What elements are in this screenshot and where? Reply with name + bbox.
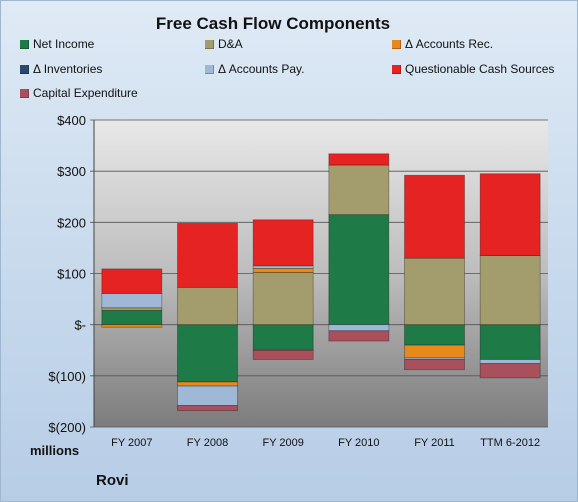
x-tick-label: FY 2007 [111,437,152,449]
bar-segment [328,324,390,332]
bar-segment [328,214,390,326]
legend-swatch [205,40,214,49]
bar-segment [252,219,314,267]
bar-segment [404,324,465,346]
legend-swatch [205,65,214,74]
y-tick-label: $(100) [48,369,86,384]
bar-segment [177,286,238,326]
x-tick-label: FY 2008 [187,437,228,449]
legend-swatch [392,65,401,74]
y-tick-label: $400 [57,113,86,128]
legend-swatch [20,89,29,98]
bar-segment [101,309,163,326]
bar-segment [252,324,314,351]
legend-item: D&A [205,37,243,51]
legend-item: Δ Accounts Pay. [205,62,305,76]
x-tick-label: TTM 6-2012 [480,437,540,449]
y-tick-label: $200 [57,215,86,230]
x-tick-label: FY 2011 [414,437,455,449]
bar-segment [328,153,390,166]
bar-segment [177,405,238,412]
bar-segment [177,222,238,288]
bar-segment [252,272,314,326]
bar-segment [252,267,314,273]
bar-segment [404,344,465,359]
units-label: millions [30,443,80,458]
chart-title: Free Cash Flow Components [155,14,391,33]
bar-segment [328,164,390,216]
legend-label: Questionable Cash Sources [405,62,555,76]
legend-label: Δ Accounts Rec. [405,37,494,51]
legend-label: Capital Expenditure [33,86,138,100]
bar-segment [177,385,238,406]
x-tick-label: FY 2010 [338,437,379,449]
bar-segment [252,349,314,360]
legend-swatch [20,40,29,49]
legend-label: Δ Accounts Pay. [218,62,305,76]
y-tick-label: $- [74,318,86,333]
bar-segment [101,268,163,294]
bar-segment [404,359,465,371]
bar-segment [101,324,163,328]
bar-segment [479,359,541,364]
bar-segment [479,255,541,326]
bar-segment [404,257,465,326]
legend-item: Δ Accounts Rec. [392,37,494,51]
bar-segment [404,174,465,259]
bar-segment [252,265,314,269]
bar-segment [328,330,390,342]
legend-item: Δ Inventories [20,62,103,76]
y-tick-label: $(200) [48,420,86,435]
bar-segment [101,293,163,309]
x-tick-label: FY 2009 [262,437,303,449]
bar-segment [479,363,541,379]
bar-segment [479,324,541,360]
bar-segment [177,381,238,387]
bar-segment [479,173,541,256]
legend-label: Δ Inventories [33,62,103,76]
legend-label: Net Income [33,37,95,51]
company-label: Rovi [96,472,129,489]
bar-segment [177,324,238,383]
y-tick-label: $300 [57,164,86,179]
legend-swatch [392,40,401,49]
legend-item: Capital Expenditure [20,86,138,100]
legend-item: Questionable Cash Sources [392,62,555,76]
bar-segment [101,307,163,311]
legend-swatch [20,65,29,74]
legend-item: Net Income [20,37,95,51]
y-tick-label: $100 [57,267,86,282]
legend-label: D&A [218,37,243,51]
